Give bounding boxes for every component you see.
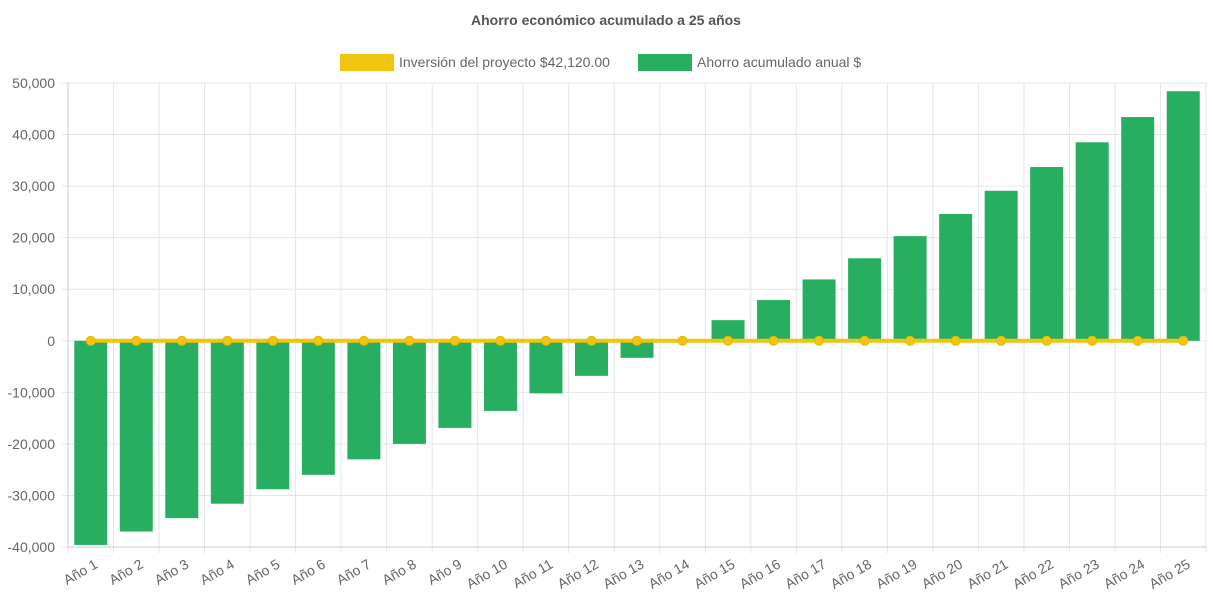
x-tick-label: Año 23	[1055, 556, 1102, 592]
line-point	[996, 335, 1007, 346]
line-point	[1178, 335, 1189, 346]
bar	[210, 340, 244, 504]
x-tick-label: Año 22	[1010, 556, 1057, 592]
x-tick-label: Año 8	[379, 556, 419, 588]
bar	[1030, 167, 1064, 341]
line-point	[222, 335, 233, 346]
bar	[757, 300, 791, 341]
x-tick-label: Año 16	[737, 556, 784, 592]
line-point	[540, 335, 551, 346]
bar	[529, 340, 563, 394]
line-point	[267, 335, 278, 346]
bar	[483, 340, 517, 411]
x-tick-label: Año 18	[828, 556, 875, 592]
bar	[438, 340, 472, 428]
line-point	[358, 335, 369, 346]
bar	[74, 340, 108, 545]
bar	[256, 340, 290, 490]
line-point	[313, 335, 324, 346]
x-tick-label: Año 6	[288, 556, 328, 588]
legend-swatch-2	[638, 54, 692, 71]
y-tick-label: 0	[47, 333, 55, 349]
line-point	[768, 335, 779, 346]
line-point	[85, 335, 96, 346]
line-point	[176, 335, 187, 346]
y-tick-label: -20,000	[8, 436, 56, 452]
line-point	[632, 335, 642, 346]
x-tick-label: Año 3	[152, 556, 192, 588]
bar	[893, 236, 927, 341]
legend-label-1: Inversión del proyecto $42,120.00	[399, 54, 610, 70]
bar	[711, 320, 745, 341]
x-axis: Año 1 Año 2 Año 3 Año 4 Año 5 Año 6 Año 7 Año 8…	[61, 546, 1206, 592]
x-tick-label: Año 2	[106, 556, 146, 588]
bar	[984, 190, 1018, 341]
bar	[392, 340, 426, 444]
bar	[347, 340, 381, 460]
line-series	[85, 335, 1189, 346]
bar	[620, 340, 654, 358]
bar	[119, 340, 153, 532]
line-point	[495, 335, 506, 346]
x-tick-label: Año 1	[61, 556, 101, 588]
line-point	[859, 335, 870, 346]
legend-swatch-1	[340, 54, 394, 71]
line-point	[905, 335, 916, 346]
y-tick-label: 30,000	[12, 178, 55, 194]
line-point	[723, 335, 734, 346]
chart-title: Ahorro económico acumulado a 25 años	[471, 12, 741, 28]
x-tick-label: Año 17	[782, 556, 829, 592]
line-point	[950, 335, 961, 346]
y-tick-label: 40,000	[12, 127, 55, 143]
bar	[574, 340, 608, 376]
x-tick-label: Año 12	[555, 556, 602, 592]
x-tick-label: Año 9	[425, 556, 465, 588]
x-tick-label: Año 25	[1146, 556, 1193, 592]
x-tick-label: Año 21	[964, 556, 1011, 592]
line-point	[131, 335, 142, 346]
bar	[1166, 91, 1200, 341]
x-tick-label: Año 4	[197, 556, 237, 588]
bar	[165, 340, 199, 519]
x-tick-label: Año 14	[646, 556, 693, 592]
bar	[1075, 142, 1109, 341]
bar-series	[74, 91, 1200, 545]
x-tick-label: Año 24	[1101, 556, 1148, 592]
x-tick-label: Año 13	[600, 556, 647, 592]
legend-label-2: Ahorro acumulado anual $	[697, 54, 861, 70]
line-point	[1087, 335, 1098, 346]
y-tick-label: -10,000	[8, 384, 56, 400]
line-point	[586, 335, 597, 346]
x-tick-label: Año 20	[919, 556, 966, 592]
bar	[802, 279, 836, 341]
x-tick-label: Año 5	[243, 556, 283, 588]
x-tick-label: Año 15	[691, 556, 738, 592]
line-point	[449, 335, 460, 346]
y-tick-label: -40,000	[8, 539, 56, 555]
x-tick-label: Año 7	[334, 556, 374, 588]
y-axis: 50,000 40,000 30,000 20,000 10,000 0 -10,000 -2…	[8, 75, 69, 555]
bar	[939, 213, 973, 341]
y-tick-label: 20,000	[12, 230, 55, 246]
line-point	[1132, 335, 1143, 346]
x-tick-label: Año 11	[510, 556, 556, 592]
line-point	[814, 335, 825, 346]
chart-legend: Inversión del proyecto $42,120.00 Ahorro …	[340, 54, 861, 71]
x-tick-label: Año 10	[464, 556, 511, 592]
line-point	[677, 335, 688, 346]
y-tick-label: 50,000	[12, 75, 55, 91]
bar	[848, 258, 882, 341]
y-tick-label: -30,000	[8, 487, 56, 503]
bar	[301, 340, 335, 475]
line-point	[1041, 335, 1052, 346]
bar	[1121, 117, 1155, 341]
line-point	[404, 335, 415, 346]
x-tick-label: Año 19	[873, 556, 920, 592]
y-tick-label: 10,000	[12, 281, 55, 297]
